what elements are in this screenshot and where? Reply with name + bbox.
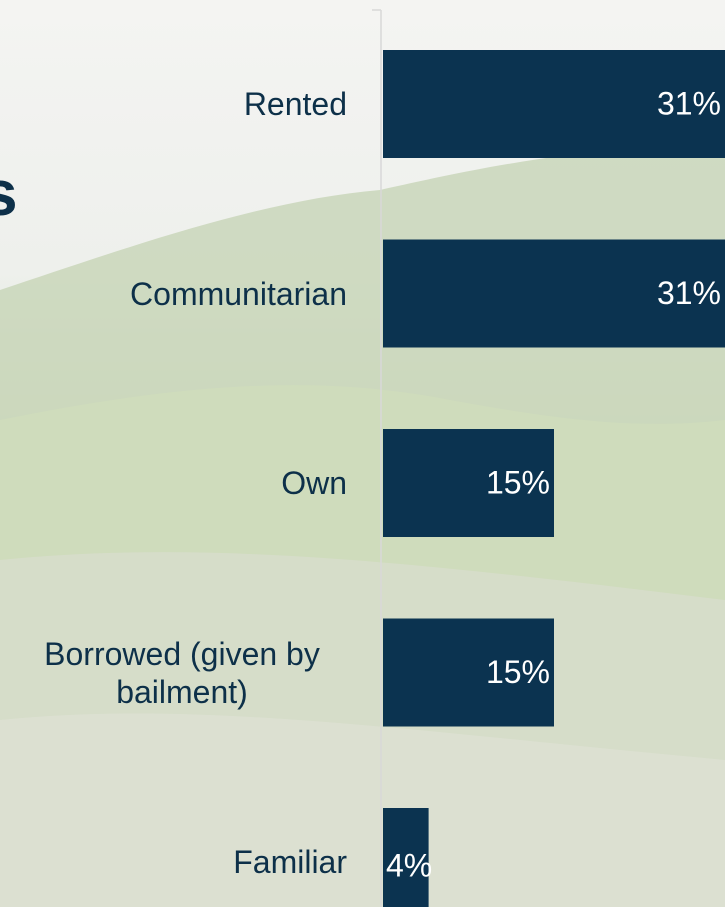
- category-label-box: Communitarian: [7, 239, 347, 349]
- category-label: Borrowed (given by bailment): [17, 635, 347, 711]
- chart: s 31% 31% 15% 15% 4% Rented Communitarian Own B…: [0, 0, 725, 907]
- value-label: 31%: [657, 275, 721, 311]
- category-label: Own: [281, 464, 347, 502]
- value-label: 31%: [657, 85, 721, 121]
- category-label-box: Borrowed (given by bailment): [7, 618, 347, 728]
- chart-title: s: [0, 157, 18, 229]
- category-label: Communitarian: [130, 275, 347, 313]
- category-label-box: Own: [7, 428, 347, 538]
- category-label: Familiar: [233, 843, 347, 881]
- category-label-box: Familiar: [7, 807, 347, 907]
- value-label: 15%: [486, 654, 550, 690]
- value-label: 15%: [486, 464, 550, 500]
- category-label: Rented: [244, 85, 347, 123]
- category-label-box: Rented: [7, 49, 347, 159]
- value-label: 4%: [386, 847, 432, 883]
